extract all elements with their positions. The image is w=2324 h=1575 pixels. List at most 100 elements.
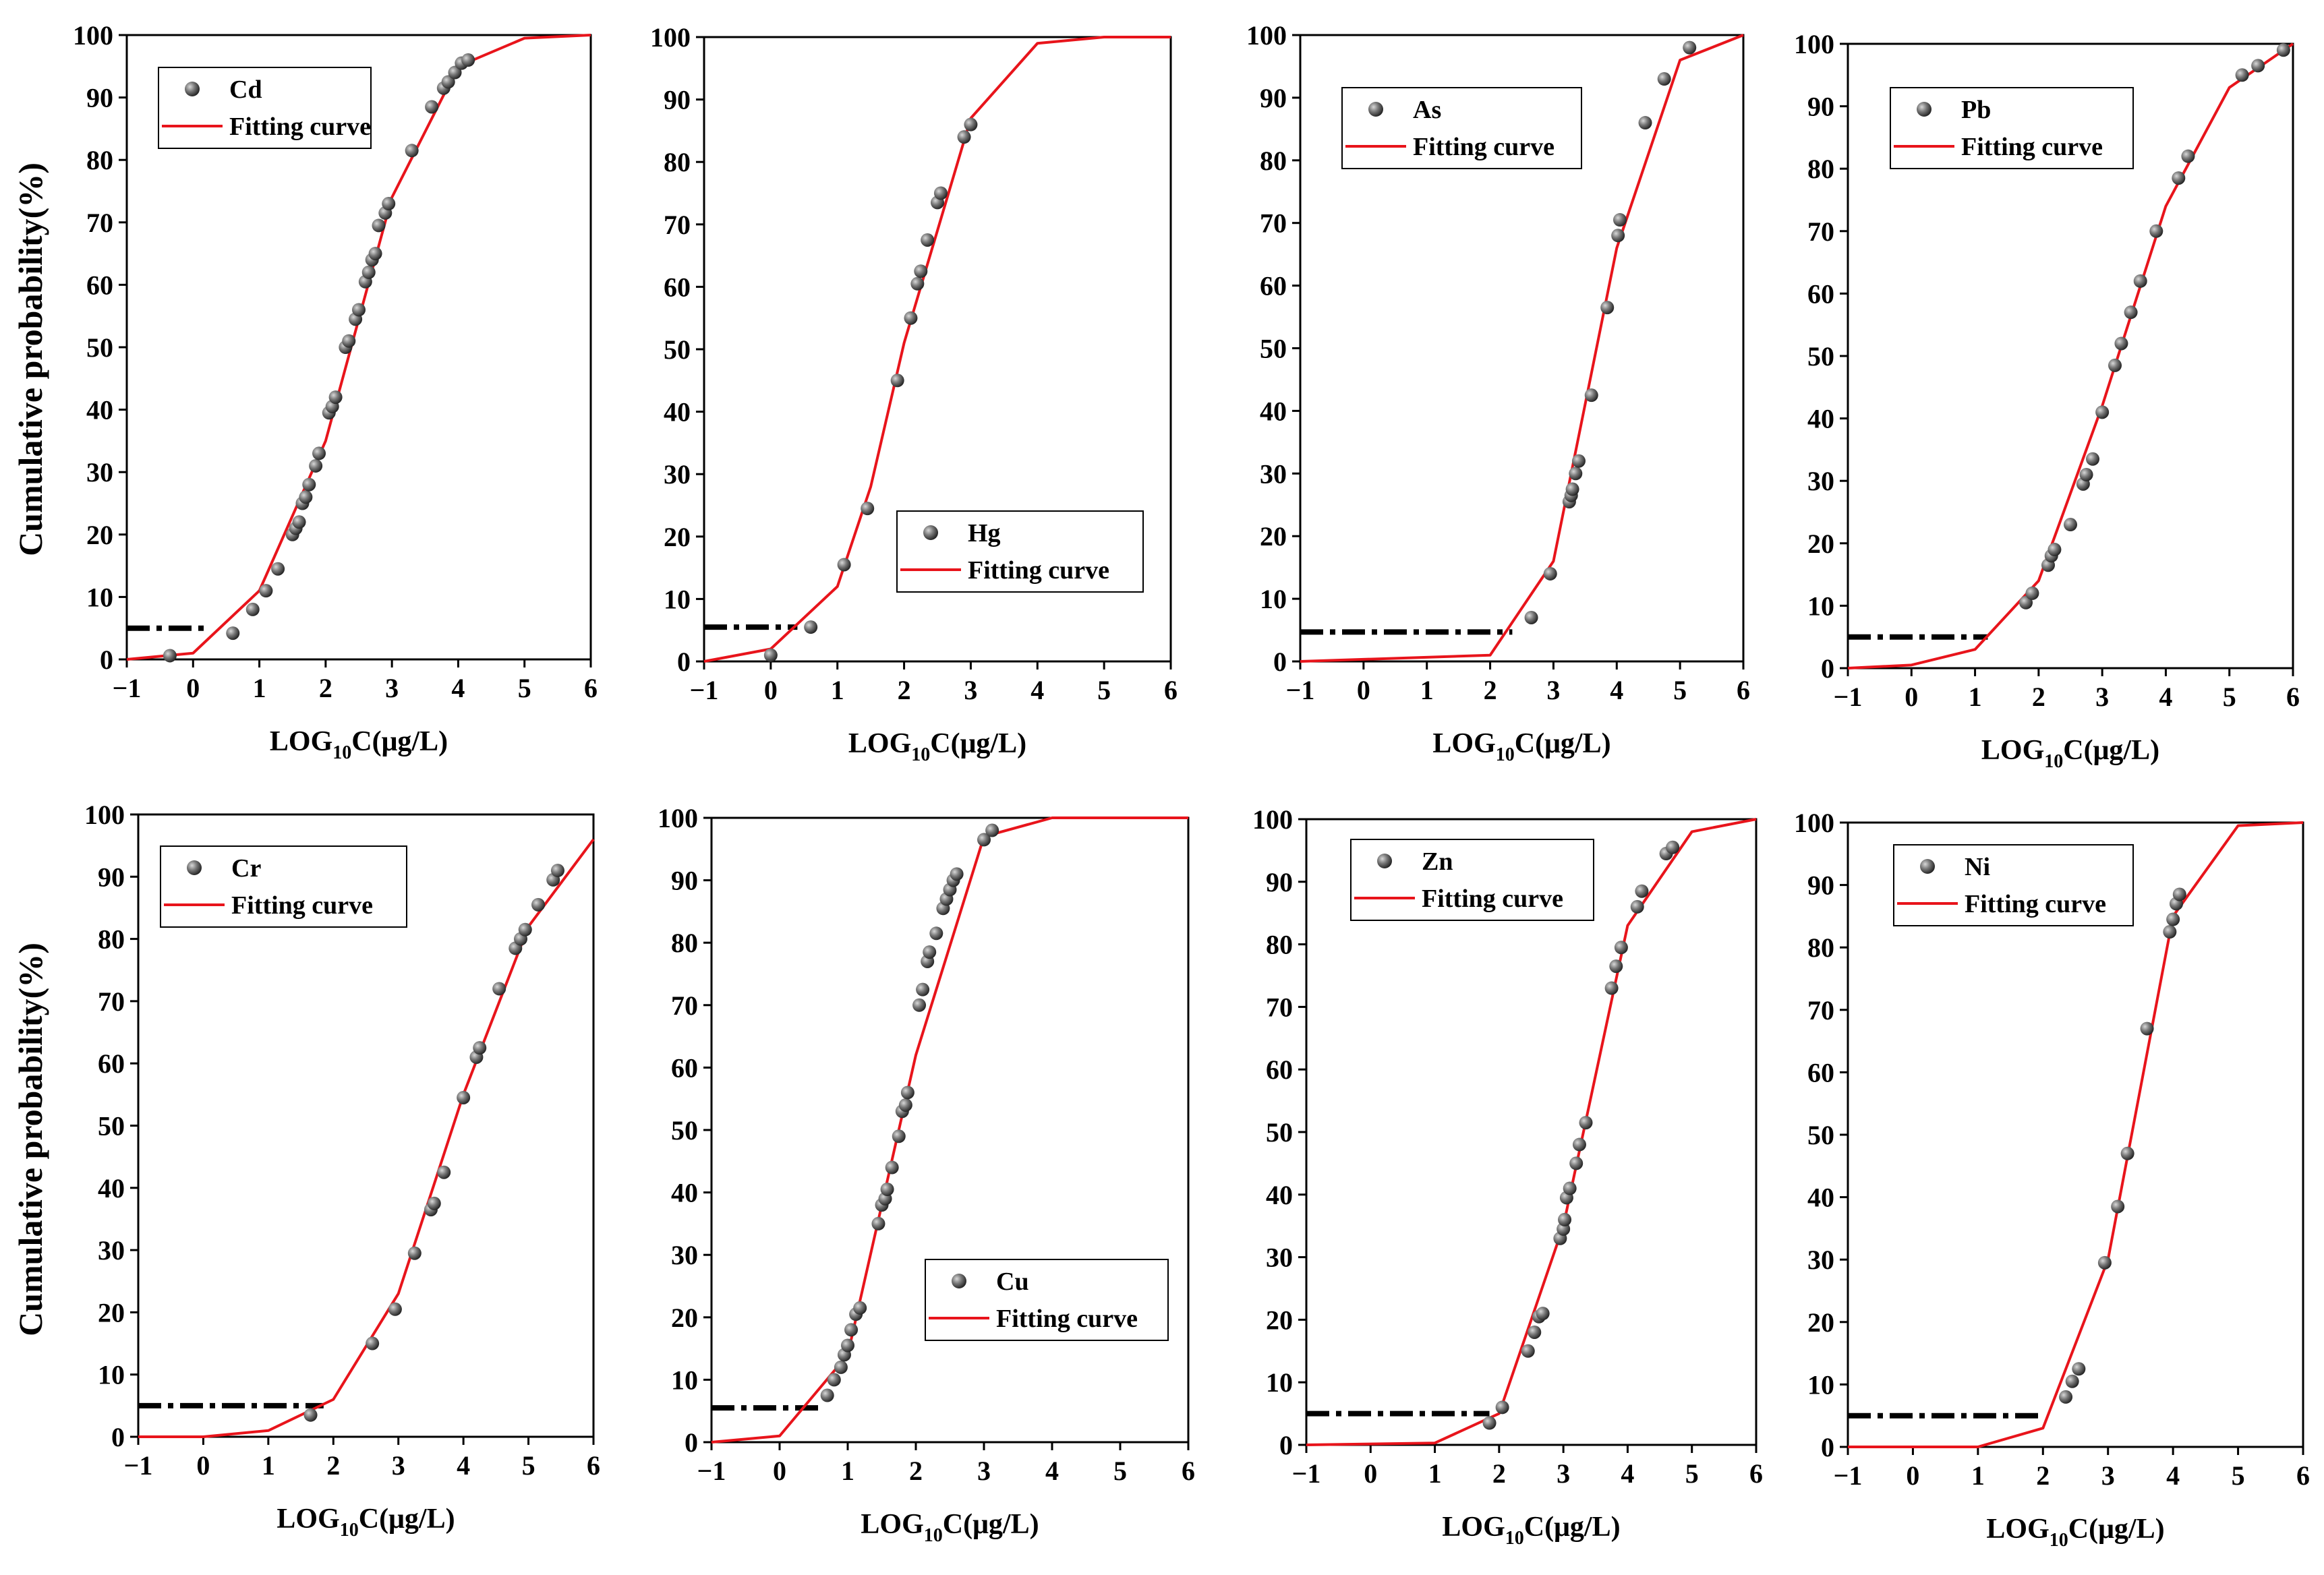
- legend-marker: [185, 82, 200, 96]
- x-tick-label: −1: [124, 1450, 153, 1481]
- data-point: [916, 982, 930, 997]
- data-point: [1536, 1307, 1550, 1321]
- legend: As Fitting curve: [1341, 87, 1582, 169]
- data-point: [352, 303, 366, 317]
- x-tick-label: 2: [909, 1456, 923, 1486]
- x-tick-label: −1: [1834, 1460, 1863, 1491]
- data-point: [1572, 1137, 1586, 1152]
- data-point: [890, 374, 904, 388]
- data-point: [804, 620, 818, 634]
- y-tick-label: 100: [1794, 808, 1834, 838]
- legend: Cd Fitting curve: [158, 67, 372, 149]
- x-tick-label: −1: [1286, 675, 1315, 705]
- data-point: [2064, 518, 2077, 532]
- y-tick-label: 0: [1279, 1430, 1293, 1460]
- x-tick-label: −1: [1834, 682, 1863, 712]
- legend-label-metal: Ni: [1965, 853, 1990, 881]
- data-point: [1630, 899, 1644, 914]
- data-point: [2172, 171, 2186, 185]
- x-tick-label: 6: [587, 1450, 600, 1481]
- y-tick-label: 100: [84, 800, 125, 830]
- y-tick-label: 90: [1260, 83, 1287, 113]
- y-tick-label: 50: [86, 332, 113, 363]
- x-tick-label: 4: [2166, 1460, 2180, 1491]
- y-tick-label: 40: [1807, 404, 1834, 434]
- x-tick-label: 4: [1030, 675, 1044, 705]
- y-tick-label: 10: [1807, 591, 1834, 621]
- chart-panels: −1 0 1 2 3 4 5 60102030405060708090100LOG10C(μg…: [73, 20, 2310, 1551]
- y-tick-label: 20: [98, 1297, 125, 1328]
- y-tick-label: 50: [1260, 334, 1287, 364]
- data-point: [2276, 43, 2290, 57]
- x-tick-label: 2: [1492, 1458, 1506, 1489]
- x-tick-label: 6: [1164, 675, 1178, 705]
- x-tick-label: 0: [186, 673, 200, 703]
- data-point: [1666, 840, 1680, 854]
- data-point: [299, 490, 313, 504]
- y-tick-label: 0: [1821, 1432, 1834, 1462]
- data-point: [427, 1196, 441, 1210]
- data-point: [1495, 1400, 1509, 1415]
- data-point: [834, 1360, 848, 1374]
- x-tick-label: 2: [2032, 682, 2045, 712]
- data-point: [900, 1086, 914, 1100]
- data-point: [309, 458, 323, 473]
- chart-ni: −1 0 1 2 3 4 5 60102030405060708090100LOG10C(μg…: [1794, 808, 2310, 1551]
- y-tick-label: 20: [86, 520, 113, 550]
- fitting-curve: [1847, 42, 2294, 670]
- legend-label-fitting: Fitting curve: [1422, 885, 1563, 913]
- x-tick-label: 5: [2232, 1460, 2245, 1491]
- y-tick-label: 90: [1266, 867, 1293, 897]
- y-tick-label: 20: [664, 522, 691, 552]
- y-tick-label: 50: [1807, 341, 1834, 372]
- y-tick-label: 10: [1260, 584, 1287, 614]
- legend-marker: [187, 860, 202, 875]
- x-tick-label: 3: [964, 675, 977, 705]
- x-tick-label: 1: [253, 673, 266, 703]
- legend-label-fitting: Fitting curve: [1961, 133, 2103, 161]
- data-point: [271, 562, 285, 576]
- y-axis-title-bottom: Cumulative probability(%): [11, 943, 49, 1336]
- data-point: [388, 1302, 402, 1316]
- y-tick-label: 40: [664, 397, 691, 427]
- x-tick-label: 0: [1357, 675, 1370, 705]
- y-tick-label: 50: [1266, 1117, 1293, 1148]
- data-point: [1565, 482, 1579, 496]
- data-point: [226, 626, 240, 641]
- data-point: [853, 1301, 867, 1315]
- x-tick-label: 4: [2159, 682, 2172, 712]
- legend: Zn Fitting curve: [1350, 839, 1594, 921]
- x-tick-label: 6: [584, 673, 598, 703]
- data-point: [292, 515, 306, 529]
- data-point: [861, 502, 875, 516]
- y-tick-label: 30: [1807, 1245, 1834, 1275]
- x-tick-label: 0: [764, 675, 778, 705]
- data-point: [425, 100, 439, 114]
- data-point: [2025, 586, 2039, 600]
- data-point: [2166, 912, 2180, 926]
- y-tick-label: 60: [86, 270, 113, 300]
- x-tick-label: 5: [1097, 675, 1111, 705]
- data-point: [361, 265, 376, 279]
- data-point: [964, 117, 978, 131]
- chart-as: −1 0 1 2 3 4 5 60102030405060708090100LOG10C(μg…: [1246, 20, 1750, 765]
- y-tick-label: 40: [1260, 396, 1287, 426]
- data-point: [914, 264, 928, 278]
- y-tick-label: 70: [664, 210, 691, 240]
- y-tick-label: 100: [1794, 29, 1834, 59]
- data-point: [950, 867, 964, 881]
- legend-box: [925, 1259, 1169, 1341]
- data-point: [1609, 959, 1623, 974]
- data-point: [1482, 1416, 1497, 1430]
- x-tick-label: 1: [831, 675, 844, 705]
- legend-box: [160, 845, 407, 928]
- x-tick-label: 5: [1685, 1458, 1699, 1489]
- x-tick-label: 3: [385, 673, 399, 703]
- data-point: [407, 1246, 422, 1260]
- y-tick-label: 70: [1260, 208, 1287, 239]
- data-point: [871, 1216, 885, 1230]
- x-tick-label: 0: [1905, 682, 1918, 712]
- data-point: [2149, 224, 2163, 238]
- y-tick-label: 100: [1246, 20, 1287, 51]
- x-tick-label: 1: [1428, 1458, 1442, 1489]
